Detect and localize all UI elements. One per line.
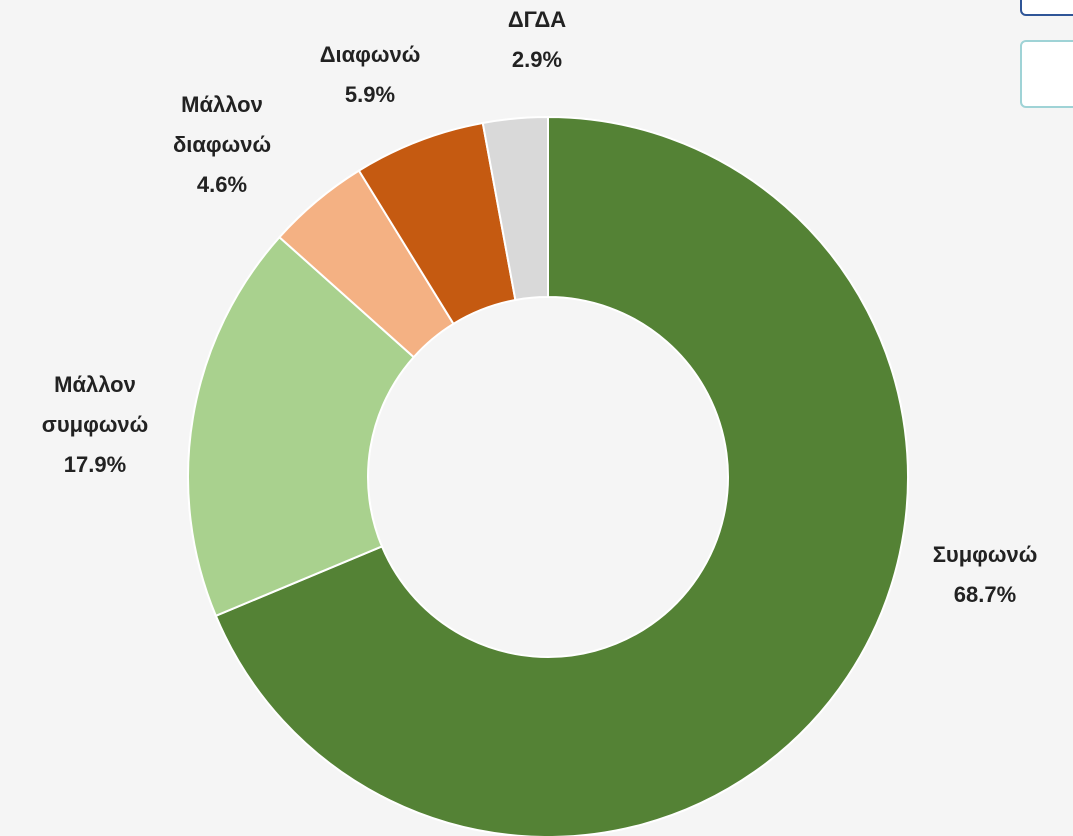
data-label: Συμφωνώ 68.7% [885, 535, 1073, 615]
category-label: Συμφωνώ [932, 542, 1038, 567]
value-label: 17.9% [63, 452, 127, 477]
category-label: Μάλλον διαφωνώ [172, 92, 272, 157]
value-label: 5.9% [344, 82, 396, 107]
value-label: 2.9% [511, 47, 563, 72]
category-label: Διαφωνώ [319, 42, 421, 67]
donut-slice [187, 235, 416, 618]
donut-slice [481, 115, 549, 302]
data-label: Μάλλον διαφωνώ 4.6% [147, 85, 297, 205]
value-label: 4.6% [196, 172, 248, 197]
donut-slice [214, 115, 909, 836]
data-label: ΔΓΔΑ 2.9% [462, 0, 612, 80]
value-label: 68.7% [953, 582, 1017, 607]
toolbar-button[interactable] [1020, 40, 1073, 108]
toolbar-button[interactable] [1020, 0, 1073, 16]
data-label: Μάλλον συμφωνώ 17.9% [20, 365, 170, 485]
category-label: Μάλλον συμφωνώ [41, 372, 149, 437]
category-label: ΔΓΔΑ [507, 7, 567, 32]
data-label: Διαφωνώ 5.9% [270, 35, 470, 115]
